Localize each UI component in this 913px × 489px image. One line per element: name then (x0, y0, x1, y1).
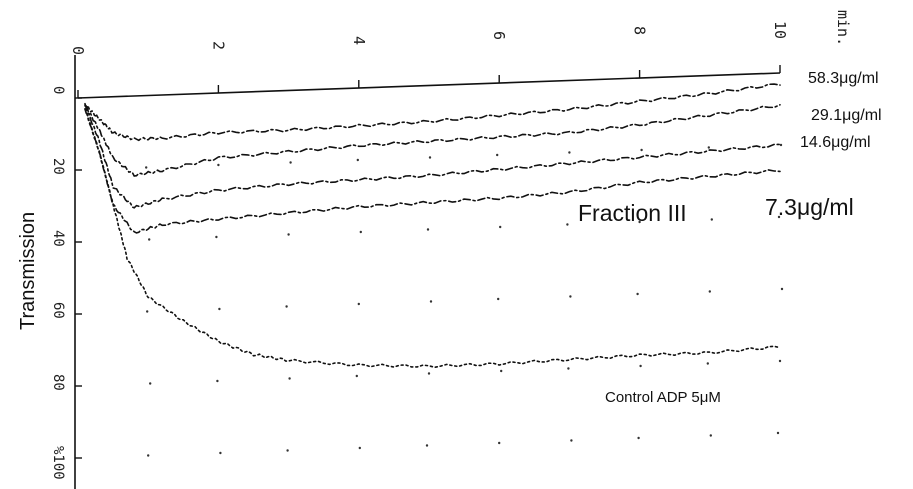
grid-dot (567, 367, 570, 370)
y-tick-label: 40 (50, 230, 66, 247)
series-trace (84, 108, 781, 234)
grid-dot (638, 220, 641, 224)
grid-dot (287, 233, 290, 236)
grid-dot (428, 156, 432, 159)
series-label-14-6: 14.6μg/ml (800, 134, 871, 151)
grid-dot (285, 305, 288, 308)
grid-dot (217, 163, 220, 167)
x-axis-line (77, 72, 781, 99)
dotted-grid (145, 143, 784, 457)
grid-dot (637, 436, 640, 440)
grid-dot (145, 166, 148, 169)
grid-dot (215, 235, 218, 239)
grid-dot (636, 292, 639, 296)
x-tick-group: 0 2 4 6 8 10 (69, 21, 789, 98)
grid-dot (355, 374, 358, 378)
grid-dot (776, 431, 780, 435)
series-trace (84, 83, 781, 142)
series-label-7-3: 7.3μg/ml (765, 194, 854, 220)
series-label-58-3: 58.3μg/ml (808, 70, 879, 87)
grid-dot (706, 362, 709, 365)
grid-dot (146, 310, 149, 313)
y-tick-label: 20 (50, 158, 66, 175)
series-trace (84, 102, 781, 209)
x-tick-label: 10 (771, 21, 789, 39)
grid-dot (496, 153, 499, 157)
grid-dot (709, 434, 712, 437)
grid-dot (425, 444, 429, 447)
grid-dot (359, 230, 362, 234)
grid-dot (147, 454, 150, 457)
trace-group (84, 83, 781, 369)
grid-dot (286, 449, 289, 452)
grid-dot (639, 364, 642, 368)
grid-dot (219, 451, 222, 455)
series-label-29-1: 29.1μg/ml (811, 107, 882, 124)
grid-dot (357, 302, 360, 306)
grid-dot (358, 446, 361, 450)
x-tick-label: 4 (350, 36, 368, 45)
y-tick-label: 60 (50, 302, 66, 319)
grid-dot (640, 148, 643, 152)
y-axis-label: Transmission (17, 212, 39, 330)
grid-dot (216, 379, 219, 383)
grid-dot (148, 238, 151, 241)
x-tick-label: 8 (631, 26, 649, 35)
grid-dot (710, 218, 713, 221)
grid-dot (779, 143, 783, 147)
series-trace (84, 104, 781, 177)
fraction-iii-label: Fraction III (578, 200, 687, 226)
grid-dot (288, 377, 291, 380)
x-tick-label: 2 (209, 41, 227, 50)
x-axis-label: min. (834, 10, 852, 46)
grid-dot (569, 295, 572, 298)
grid-dot (218, 307, 221, 311)
grid-dot (429, 300, 433, 303)
grid-dot (707, 146, 710, 149)
chart-axes (74, 55, 781, 489)
grid-dot (356, 158, 359, 162)
grid-dot (426, 228, 430, 231)
grid-dot (497, 297, 500, 301)
grid-dot (149, 382, 152, 385)
grid-dot (780, 287, 784, 291)
control-label: Control ADP 5μM (605, 389, 721, 406)
series-trace (84, 108, 781, 369)
grid-dot (566, 223, 569, 226)
y-tick-label: 0 (50, 86, 66, 94)
grid-dot (778, 359, 782, 363)
grid-dot (427, 372, 431, 375)
grid-dot (570, 439, 573, 442)
grid-dot (499, 225, 502, 229)
grid-dot (498, 441, 501, 445)
grid-dot (568, 151, 571, 154)
grid-dot (777, 215, 781, 219)
y-tick-label: 80 (50, 374, 66, 391)
grid-dot (289, 161, 292, 164)
grid-dot (500, 369, 503, 373)
grid-dot (708, 290, 711, 293)
x-tick-label: 0 (69, 46, 87, 55)
y-tick-label: %100 (50, 446, 66, 480)
x-tick-label: 6 (490, 31, 508, 40)
y-tick-group: 0 20 40 60 80 %100 (50, 86, 82, 480)
